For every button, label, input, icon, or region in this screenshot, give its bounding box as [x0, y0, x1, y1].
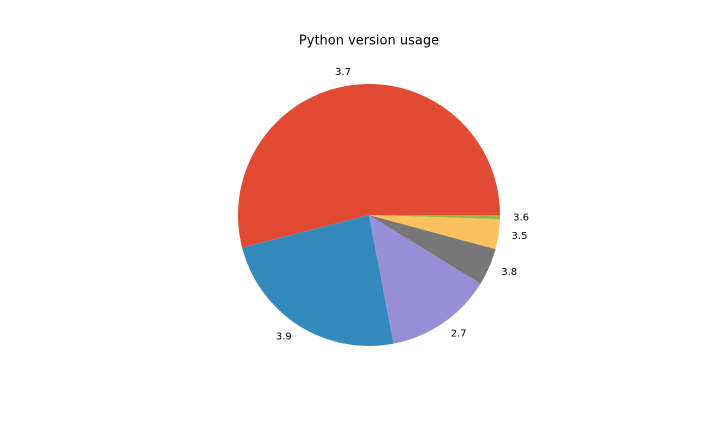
chart-title: Python version usage	[299, 34, 439, 49]
pie-wedge	[369, 215, 496, 284]
pie-wedge	[369, 215, 500, 220]
pie-wedge	[369, 215, 500, 250]
slice-label: 3.5	[512, 231, 528, 242]
slice-label: 2.7	[451, 329, 467, 340]
slice-label: 3.9	[276, 332, 292, 343]
slice-label: 3.7	[335, 67, 351, 78]
pie-wedge	[238, 84, 500, 248]
pie-wedge	[242, 215, 394, 347]
pie-wedge	[369, 215, 481, 344]
slice-label: 3.6	[513, 212, 529, 223]
slice-label: 3.8	[501, 267, 517, 278]
